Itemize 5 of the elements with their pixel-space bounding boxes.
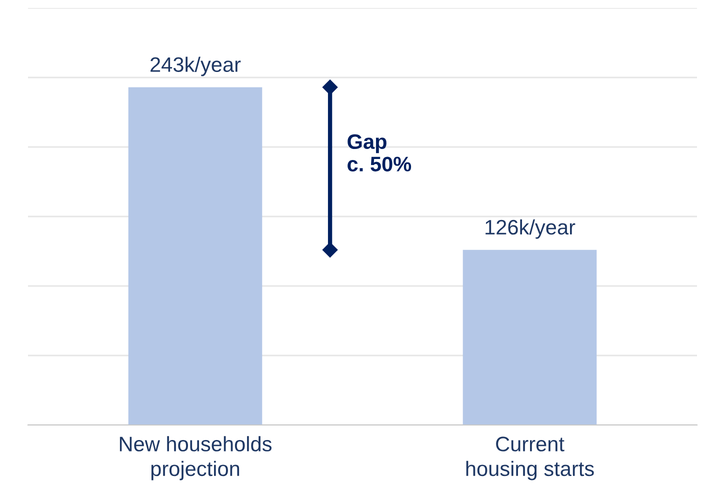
- x-tick-label: New households projection: [120, 436, 272, 480]
- annotation: Gap c. 50%: [348, 134, 412, 172]
- data-label: 126k/year: [486, 219, 576, 239]
- x-tick-label: Current housing starts: [466, 436, 594, 480]
- data-label: 243k/year: [150, 56, 241, 76]
